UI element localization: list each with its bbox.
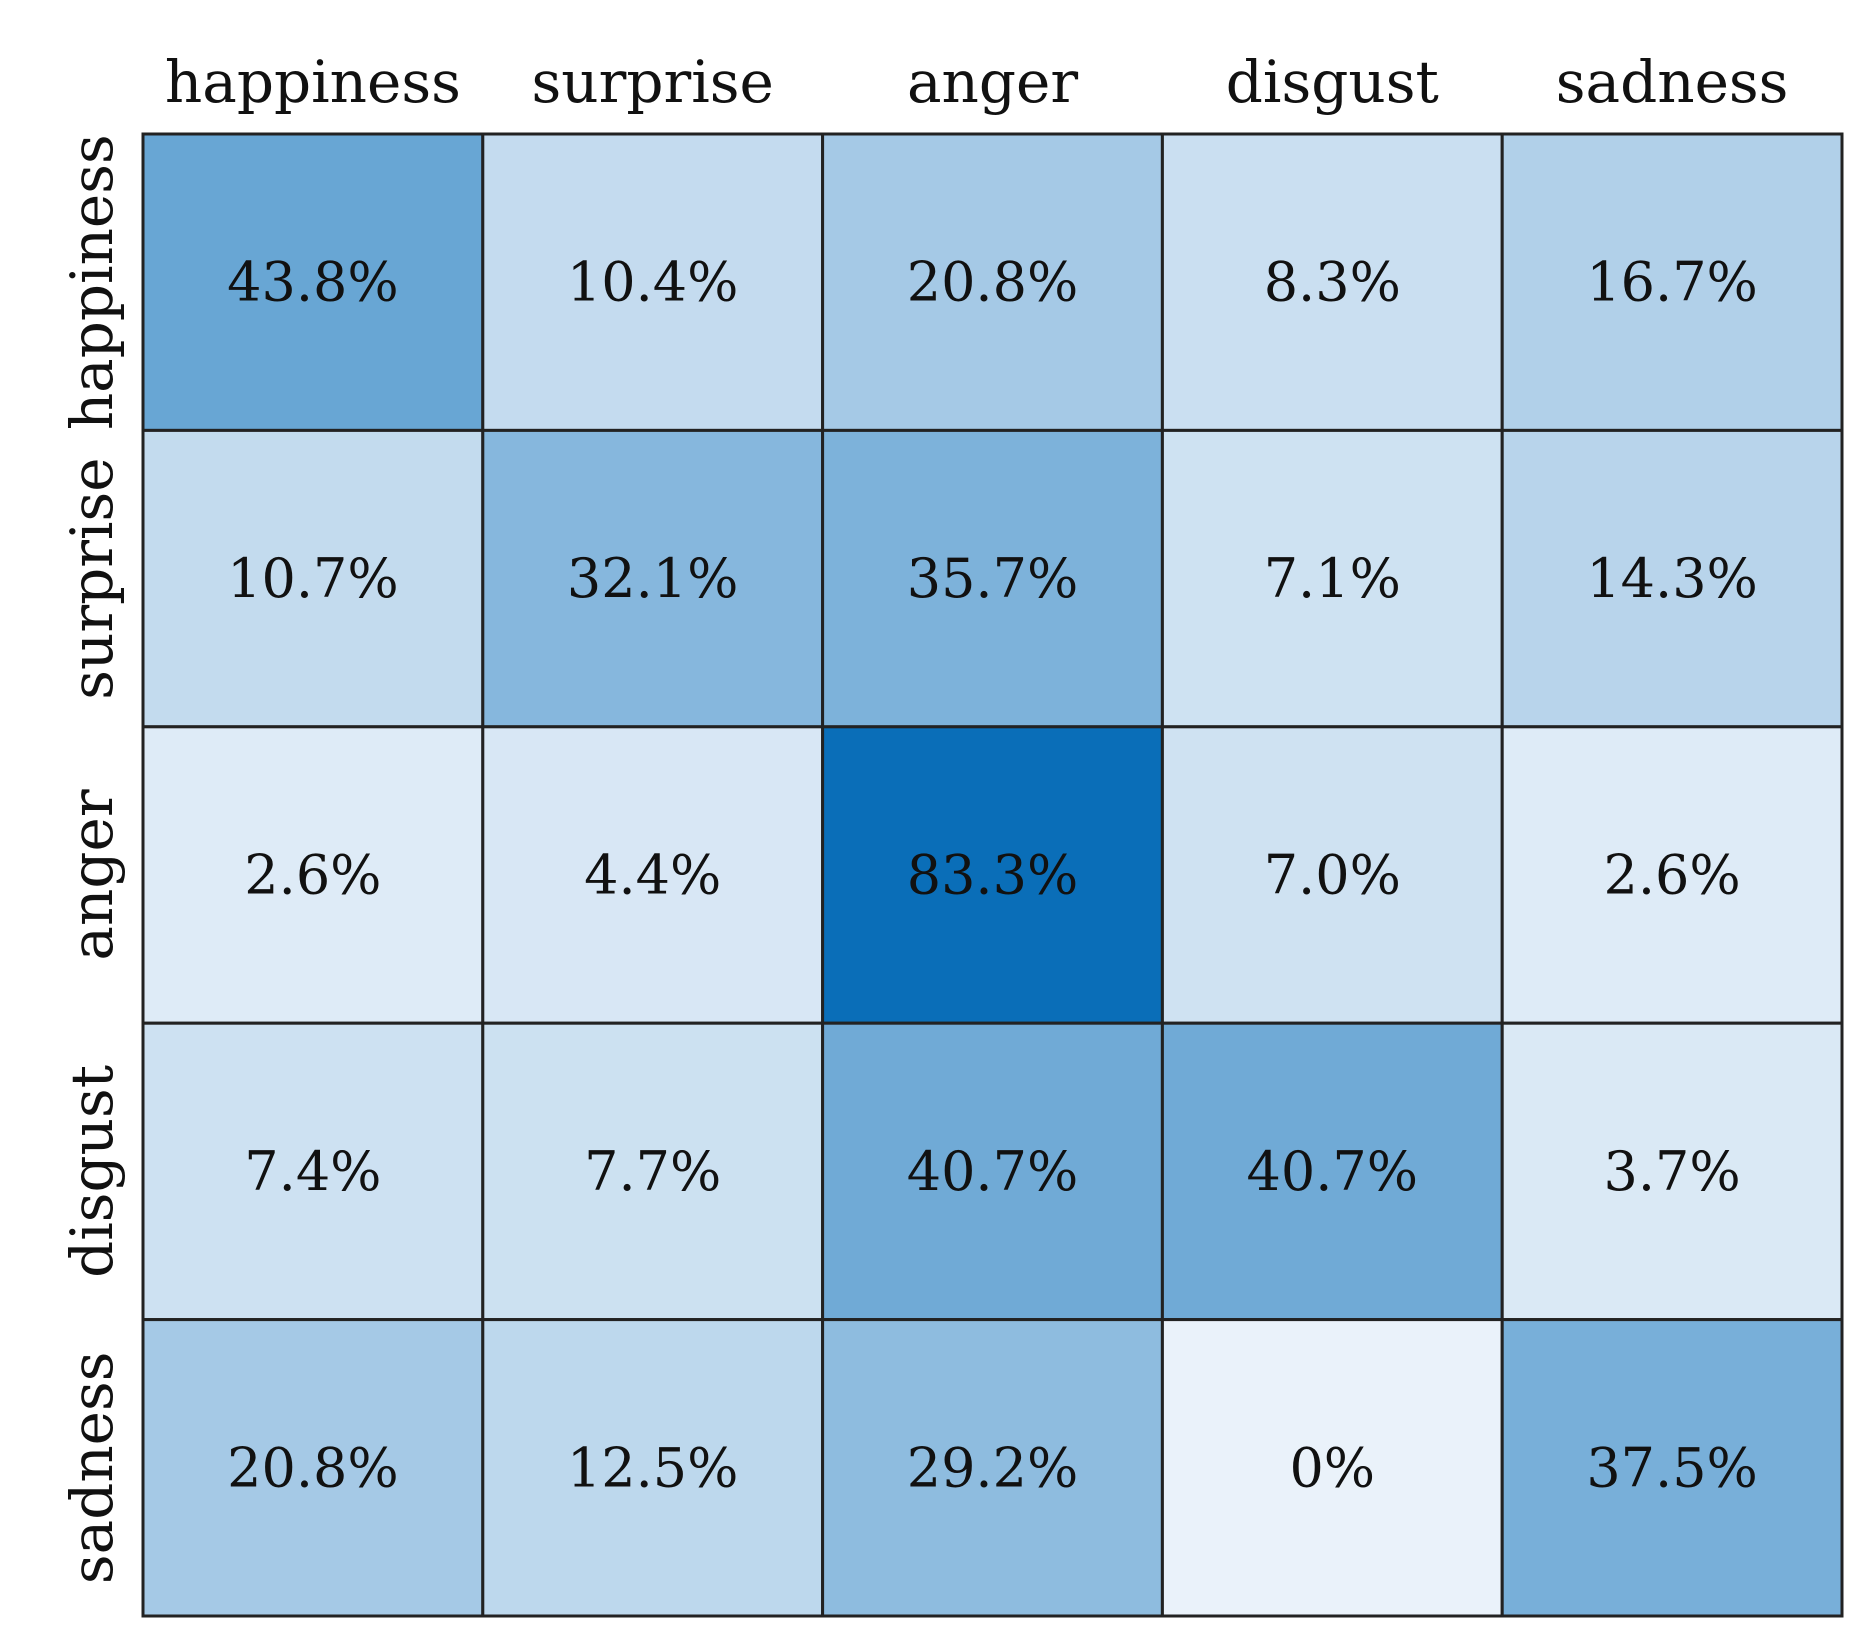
cell-anger-happiness: 2.6%	[141, 725, 485, 1025]
cell-anger-disgust: 7.0%	[1160, 725, 1504, 1025]
cell-rect	[821, 1021, 1164, 1322]
cell-value-label: 37.5%	[1586, 1436, 1758, 1499]
cell-disgust-disgust: 40.7%	[1160, 1021, 1504, 1322]
cell-value-label: 35.7%	[907, 547, 1079, 610]
cell-sadness-happiness: 20.8%	[141, 1318, 485, 1618]
cell-value-label: 7.0%	[1264, 844, 1401, 907]
y-axis-tick-labels: happiness surprise anger disgust sadness	[58, 134, 126, 1584]
cell-value-label: 43.8%	[227, 251, 399, 314]
y-tick-label-disgust: disgust	[58, 1065, 126, 1278]
cell-disgust-sadness: 3.7%	[1500, 1021, 1844, 1322]
cell-disgust-happiness: 7.4%	[141, 1021, 485, 1322]
cell-anger-surprise: 4.4%	[481, 725, 825, 1025]
cell-value-label: 4.4%	[584, 844, 721, 907]
cell-value-label: 14.3%	[1586, 547, 1758, 610]
cell-rect	[141, 132, 485, 432]
cell-rect	[1160, 1021, 1504, 1322]
cell-surprise-anger: 35.7%	[821, 428, 1164, 729]
cell-value-label: 7.7%	[584, 1140, 721, 1203]
cell-happiness-happiness: 43.8%	[141, 132, 485, 432]
cell-rect	[1160, 725, 1504, 1025]
cell-anger-sadness: 2.6%	[1500, 725, 1844, 1025]
cell-value-label: 10.4%	[567, 251, 739, 314]
x-tick-label-surprise: surprise	[532, 48, 774, 116]
cell-rect	[821, 725, 1164, 1025]
cell-rect	[1500, 725, 1844, 1025]
cell-value-label: 0%	[1289, 1436, 1375, 1499]
cell-sadness-sadness: 37.5%	[1500, 1318, 1844, 1618]
x-axis-tick-labels: happiness surprise anger disgust sadness	[165, 48, 1789, 116]
cell-disgust-anger: 40.7%	[821, 1021, 1164, 1322]
cell-value-label: 8.3%	[1264, 251, 1401, 314]
cell-sadness-disgust: 0%	[1160, 1318, 1504, 1618]
y-tick-label-happiness: happiness	[58, 134, 126, 430]
cell-rect	[821, 428, 1164, 729]
cell-rect	[1160, 132, 1504, 432]
cell-value-label: 10.7%	[227, 547, 399, 610]
cell-value-label: 3.7%	[1603, 1140, 1740, 1203]
cell-value-label: 2.6%	[1603, 844, 1740, 907]
cell-rect	[1500, 428, 1844, 729]
cell-value-label: 29.2%	[907, 1436, 1079, 1499]
cell-rect	[141, 1318, 485, 1618]
cell-rect	[821, 1318, 1164, 1618]
cell-disgust-surprise: 7.7%	[481, 1021, 825, 1322]
cell-rect	[481, 1021, 825, 1322]
y-tick-label-surprise: surprise	[58, 457, 126, 699]
cell-value-label: 83.3%	[907, 844, 1079, 907]
cell-rect	[481, 725, 825, 1025]
x-tick-label-sadness: sadness	[1556, 48, 1789, 116]
cell-sadness-surprise: 12.5%	[481, 1318, 825, 1618]
y-tick-label-sadness: sadness	[58, 1351, 126, 1584]
cell-value-label: 40.7%	[907, 1140, 1079, 1203]
cell-rect	[481, 132, 825, 432]
cell-value-label: 7.1%	[1264, 547, 1401, 610]
cell-surprise-sadness: 14.3%	[1500, 428, 1844, 729]
cell-value-label: 20.8%	[227, 1436, 399, 1499]
heatmap-cells: 43.8% 10.4% 20.8% 8.3% 16.7% 10.7% 32.1% 35.7% 7…	[141, 132, 1844, 1618]
x-tick-label-anger: anger	[907, 48, 1078, 116]
cell-value-label: 20.8%	[907, 251, 1079, 314]
cell-happiness-disgust: 8.3%	[1160, 132, 1504, 432]
cell-value-label: 40.7%	[1247, 1140, 1419, 1203]
cell-surprise-happiness: 10.7%	[141, 428, 485, 729]
cell-happiness-sadness: 16.7%	[1500, 132, 1844, 432]
cell-surprise-disgust: 7.1%	[1160, 428, 1504, 729]
cell-sadness-anger: 29.2%	[821, 1318, 1164, 1618]
cell-happiness-surprise: 10.4%	[481, 132, 825, 432]
cell-rect	[481, 1318, 825, 1618]
cell-value-label: 16.7%	[1586, 251, 1758, 314]
cell-value-label: 12.5%	[567, 1436, 739, 1499]
x-tick-label-disgust: disgust	[1226, 48, 1439, 116]
cell-happiness-anger: 20.8%	[821, 132, 1164, 432]
cell-value-label: 7.4%	[244, 1140, 381, 1203]
cell-value-label: 2.6%	[244, 844, 381, 907]
cell-rect	[141, 428, 485, 729]
cell-anger-anger: 83.3%	[821, 725, 1164, 1025]
x-tick-label-happiness: happiness	[165, 48, 461, 116]
cell-rect	[1500, 1021, 1844, 1322]
cell-rect	[821, 132, 1164, 432]
cell-rect	[141, 1021, 485, 1322]
cell-rect	[1500, 132, 1844, 432]
cell-rect	[1500, 1318, 1844, 1618]
cell-value-label: 32.1%	[567, 547, 739, 610]
y-tick-label-anger: anger	[58, 789, 126, 960]
cell-surprise-surprise: 32.1%	[481, 428, 825, 729]
